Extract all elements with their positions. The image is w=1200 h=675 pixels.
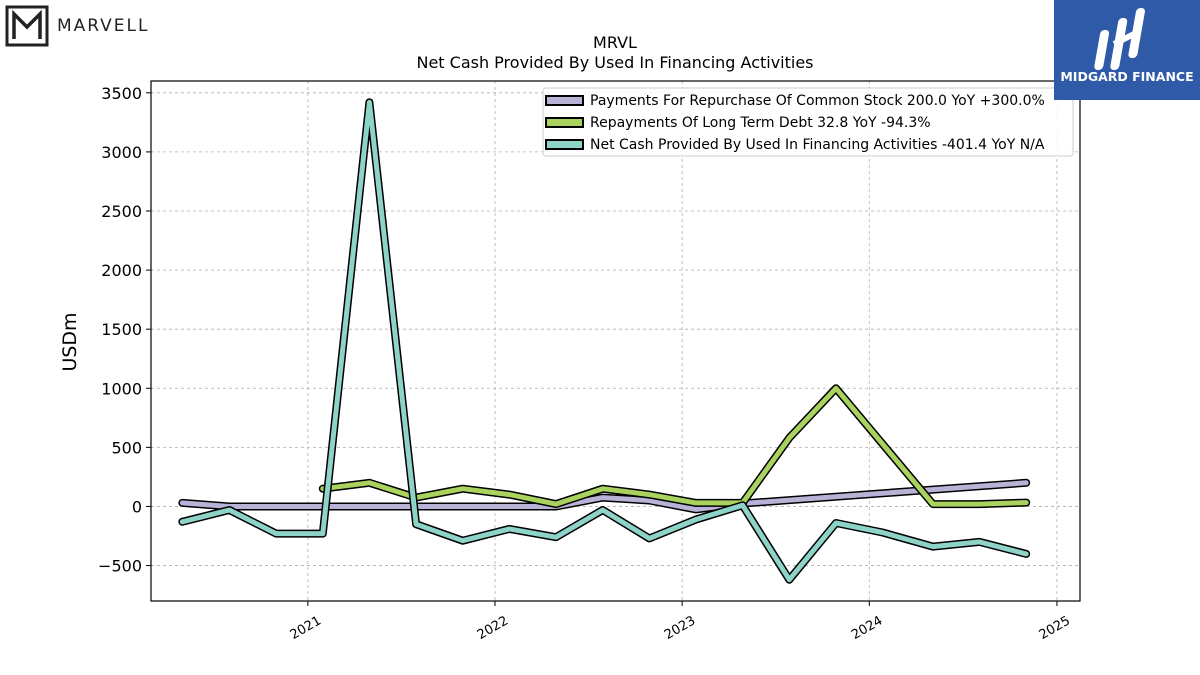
y-tick-label: 1000 [101,379,142,398]
x-tick-label: 2021 [288,613,324,643]
midgard-wordmark: MIDGARD FINANCE [1060,69,1194,84]
x-tick-label: 2022 [475,613,511,643]
midgard-m-icon [1094,8,1145,70]
plot-frame [150,80,1081,602]
y-tick-label: 3000 [101,143,142,162]
legend-box [542,87,1074,157]
y-tick-label: 2500 [101,202,142,221]
legend: Payments For Repurchase Of Common Stock … [542,87,1074,157]
y-tick-label: 1500 [101,320,142,339]
series-line-1 [318,384,1031,509]
series-lines [178,98,1031,584]
series-stroke [179,99,1029,583]
marvell-logo: MARVELL [5,5,150,47]
legend-label: Payments For Repurchase Of Common Stock … [590,93,1045,109]
legend-label: Net Cash Provided By Used In Financing A… [590,137,1045,153]
series-stroke [320,385,1029,507]
marvell-m-icon [5,5,49,47]
y-axis-label: USDm [59,312,81,371]
legend-label: Repayments Of Long Term Debt 32.8 YoY -9… [590,115,931,131]
series-line-0 [178,478,1031,514]
legend-swatch [545,139,584,150]
legend-swatch [545,117,584,128]
y-tick-label: −500 [98,557,142,576]
marvell-wordmark: MARVELL [57,16,150,36]
chart-title: MRVL [593,33,637,52]
y-tick-label: 3500 [101,84,142,103]
y-tick-label: 0 [132,497,142,516]
series-line-2 [178,98,1031,584]
y-tick-label: 2000 [101,261,142,280]
series-stroke [179,480,1029,512]
grid [151,81,1080,601]
x-tick-label: 2025 [1037,613,1073,643]
x-tick-label: 2024 [849,613,885,643]
x-tick-label: 2023 [662,613,698,643]
chart-subtitle: Net Cash Provided By Used In Financing A… [416,53,813,72]
legend-swatch [545,95,584,106]
midgard-finance-logo: MIDGARD FINANCE [1054,0,1200,100]
axes: −500 0 500 1000 1500 2000 2500 3000 3500 2021 2022… [98,80,1081,643]
y-tick-label: 500 [111,438,142,457]
